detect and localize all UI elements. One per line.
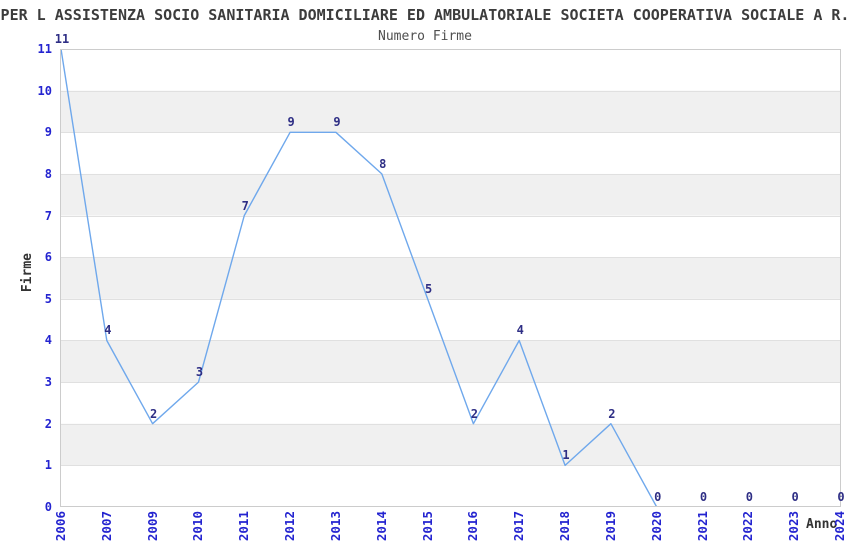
- x-tick-label: 2007: [98, 511, 114, 542]
- plot-area: [60, 49, 841, 507]
- y-tick-label: 9: [44, 125, 52, 140]
- x-tick-label: 2015: [419, 511, 435, 542]
- x-tick-label: 2012: [282, 511, 298, 542]
- y-tick-label: 2: [44, 416, 52, 431]
- chart-title: PER L ASSISTENZA SOCIO SANITARIA DOMICIL…: [0, 6, 850, 24]
- x-tick-label: 2009: [144, 511, 160, 542]
- y-tick-label: 8: [44, 166, 52, 181]
- y-tick-label: 0: [44, 500, 52, 514]
- x-tick-label: 2014: [373, 511, 389, 542]
- y-tick-label: 1: [44, 458, 52, 473]
- data-label: 1: [562, 448, 570, 463]
- x-axis-label: Anno: [806, 517, 838, 532]
- data-label: 2: [150, 406, 158, 421]
- grid-band: [60, 257, 841, 299]
- data-label: 11: [54, 32, 70, 46]
- chart-subtitle: Numero Firme: [378, 29, 472, 44]
- x-tick-label: 2010: [190, 511, 206, 542]
- y-tick-label: 4: [44, 333, 52, 348]
- data-label: 0: [745, 490, 753, 504]
- plot-border: [60, 49, 841, 507]
- x-tick-label: 2006: [53, 511, 68, 542]
- data-label: 9: [333, 115, 341, 130]
- data-label: 0: [654, 490, 662, 504]
- x-tick-label: 2011: [236, 511, 252, 542]
- x-tick-label: 2021: [694, 511, 710, 542]
- data-label: 4: [104, 323, 112, 338]
- data-label: 8: [379, 156, 387, 171]
- data-label: 2: [470, 406, 479, 421]
- grid-band: [60, 173, 841, 216]
- grid-band: [60, 90, 841, 133]
- x-tick-label: 2022: [740, 511, 756, 542]
- y-tick-label: 5: [44, 291, 52, 306]
- data-label: 7: [241, 198, 249, 213]
- data-label: 9: [287, 115, 295, 130]
- x-tick-label: 2013: [327, 511, 343, 542]
- grid-band: [60, 423, 841, 466]
- x-tick-label: 2018: [557, 511, 573, 542]
- x-tick-label: 2020: [648, 511, 664, 542]
- y-tick-label: 7: [44, 208, 52, 223]
- data-label: 0: [699, 490, 708, 504]
- data-line: [60, 49, 840, 507]
- data-label: 4: [516, 323, 524, 338]
- x-tick-label: 2017: [511, 511, 527, 542]
- y-tick-label: 10: [37, 83, 52, 98]
- y-tick-label: 11: [37, 42, 52, 56]
- x-tick-label: 2024: [832, 511, 847, 542]
- y-tick-label: 6: [44, 250, 52, 265]
- data-label: 5: [424, 281, 433, 296]
- x-tick-label: 2019: [602, 511, 618, 542]
- x-tick-label: 2023: [786, 511, 802, 542]
- data-label: 3: [195, 365, 204, 380]
- x-tick-label: 2016: [465, 511, 481, 542]
- data-label: 0: [791, 490, 799, 504]
- data-label: 2: [608, 406, 616, 421]
- y-tick-label: 3: [44, 375, 52, 390]
- data-label: 0: [837, 490, 845, 504]
